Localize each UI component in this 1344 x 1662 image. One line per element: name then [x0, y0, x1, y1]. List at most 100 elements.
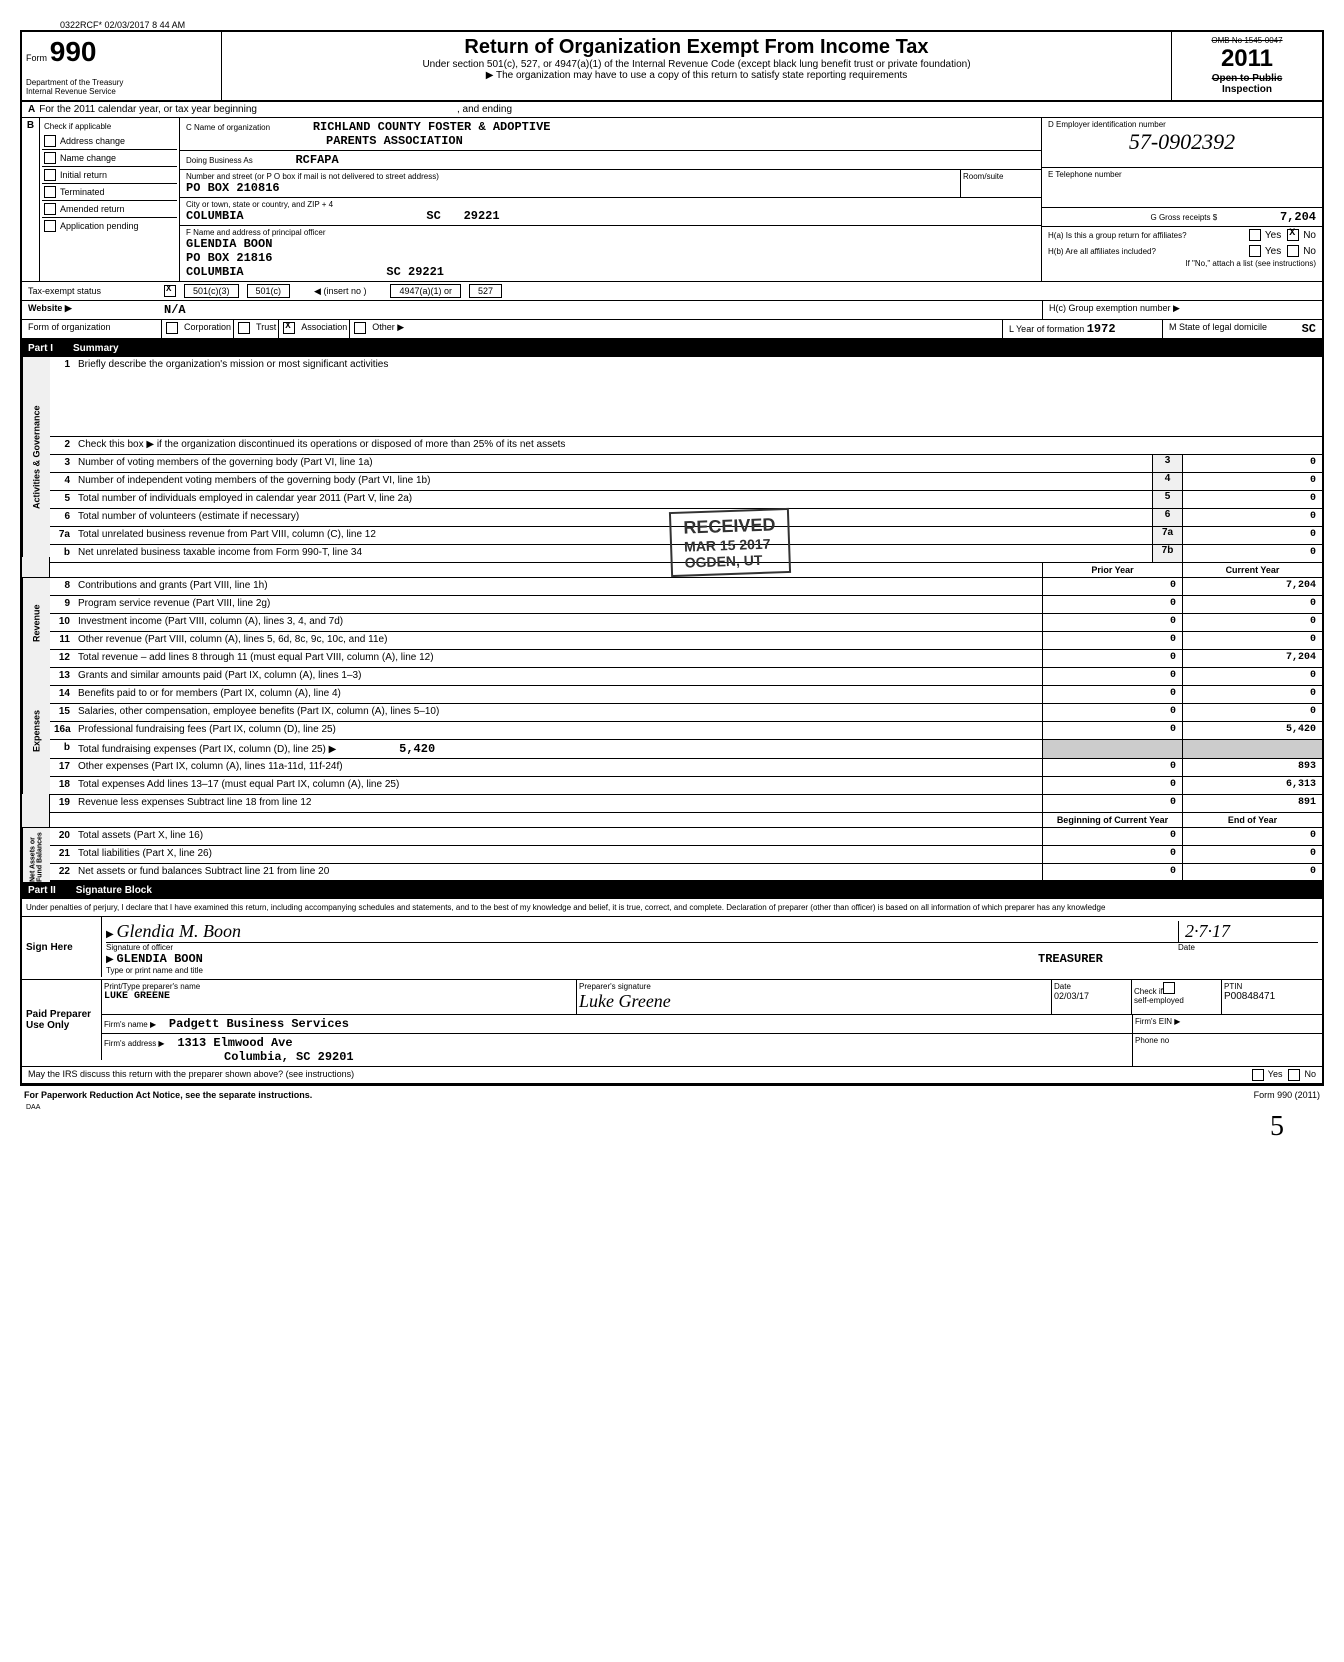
ptin-value: P00848471	[1224, 991, 1320, 1002]
paid-preparer-label: Paid Preparer Use Only	[22, 980, 102, 1060]
q19: Revenue less expenses Subtract line 18 f…	[74, 795, 1042, 812]
v3: 0	[1182, 455, 1322, 472]
part2-header: Part II Signature Block	[22, 882, 1322, 899]
balance-headers: Beginning of Current Year End of Year	[22, 813, 1322, 828]
col-c-label: C Name of organization	[186, 123, 270, 132]
p16a: 0	[1042, 722, 1182, 739]
website-value: N/A	[162, 301, 1042, 319]
q7a: Total unrelated business revenue from Pa…	[74, 527, 1152, 544]
q17: Other expenses (Part IX, column (A), lin…	[74, 759, 1042, 776]
daa: DAA	[20, 1104, 1324, 1111]
year-formation-label: L Year of formation	[1009, 324, 1084, 334]
fo-trust: Trust	[254, 320, 279, 338]
self-employed-check[interactable]	[1163, 982, 1175, 994]
q8: Contributions and grants (Part VIII, lin…	[74, 578, 1042, 595]
officer-state-zip: SC 29221	[386, 265, 444, 279]
c14: 0	[1182, 686, 1322, 703]
te-501c3: 501(c)(3)	[184, 284, 239, 298]
checkbox-address[interactable]: Address change	[42, 133, 177, 150]
fo-assoc: Association	[299, 320, 350, 338]
inspection: Inspection	[1176, 84, 1318, 95]
q22: Net assets or fund balances Subtract lin…	[74, 864, 1042, 880]
check-if-label: Check if applicable	[42, 120, 177, 133]
checkbox-pending[interactable]: Application pending	[42, 218, 177, 234]
sign-here-row: Sign Here ▶ Glendia M. Boon 2·7·17 Signa…	[22, 916, 1322, 980]
te-501c3-check[interactable]	[164, 285, 176, 297]
fo-assoc-check[interactable]	[283, 322, 295, 334]
q14: Benefits paid to or for members (Part IX…	[74, 686, 1042, 703]
q1: Briefly describe the organization's miss…	[74, 357, 1322, 436]
fo-trust-check[interactable]	[238, 322, 250, 334]
p15: 0	[1042, 704, 1182, 721]
v7b: 0	[1182, 545, 1322, 562]
part2-label: Part II	[28, 885, 56, 896]
org-name-2: PARENTS ASSOCIATION	[326, 134, 463, 148]
state-domicile: SC	[1302, 322, 1316, 336]
te-4947: 4947(a)(1) or	[390, 284, 461, 298]
part1-title: Summary	[73, 343, 119, 354]
checkbox-amended[interactable]: Amended return	[42, 201, 177, 218]
b21: 0	[1042, 846, 1182, 863]
ha-yes[interactable]	[1249, 229, 1261, 241]
subtitle-2: ▶ The organization may have to use a cop…	[226, 70, 1167, 81]
prep-name: LUKE GREENE	[104, 991, 574, 1002]
begin-year-header: Beginning of Current Year	[1042, 813, 1182, 827]
part2-title: Signature Block	[76, 885, 152, 896]
firm-addr-label: Firm's address ▶	[104, 1039, 165, 1048]
v7a: 0	[1182, 527, 1322, 544]
discuss-row: May the IRS discuss this return with the…	[22, 1067, 1322, 1084]
open-public: Open to Public	[1176, 73, 1318, 84]
checkbox-terminated[interactable]: Terminated	[42, 184, 177, 201]
form-org-row: Form of organization Corporation Trust A…	[22, 320, 1322, 340]
received-stamp: RECEIVED MAR 15 2017 OGDEN, UT	[669, 508, 791, 577]
firm-name: Padgett Business Services	[169, 1017, 349, 1031]
p12: 0	[1042, 650, 1182, 667]
prep-sig-label: Preparer's signature	[579, 982, 1049, 991]
gross-receipts: 7,204	[1280, 210, 1316, 224]
ha-label: H(a) Is this a group return for affiliat…	[1048, 231, 1249, 240]
prep-print-label: Print/Type preparer's name	[104, 982, 574, 991]
prep-date-label: Date	[1054, 982, 1129, 991]
side-cat-rev: Revenue	[22, 578, 50, 668]
hb-yes[interactable]	[1249, 245, 1261, 257]
self-employed: self-employed	[1134, 996, 1184, 1005]
form-org-label: Form of organization	[22, 320, 162, 338]
paid-preparer-row: Paid Preparer Use Only Print/Type prepar…	[22, 980, 1322, 1067]
v6: 0	[1182, 509, 1322, 526]
current-year-header: Current Year	[1182, 563, 1322, 577]
hb-no[interactable]	[1287, 245, 1299, 257]
ptin-label: PTIN	[1224, 982, 1320, 991]
declaration: Under penalties of perjury, I declare th…	[22, 899, 1322, 916]
c16a: 5,420	[1182, 722, 1322, 739]
c18: 6,313	[1182, 777, 1322, 794]
c8: 7,204	[1182, 578, 1322, 595]
q9: Program service revenue (Part VIII, line…	[74, 596, 1042, 613]
checkbox-initial[interactable]: Initial return	[42, 167, 177, 184]
type-name-label: Type or print name and title	[106, 966, 1318, 975]
firm-addr1: 1313 Elmwood Ave	[177, 1036, 292, 1050]
ha-no[interactable]	[1287, 229, 1299, 241]
fo-other: Other ▶	[370, 320, 1002, 338]
addr-value: PO BOX 210816	[186, 181, 954, 195]
side-cat-exp: Expenses	[22, 668, 50, 813]
v5: 0	[1182, 491, 1322, 508]
dba-value: RCFAPA	[295, 153, 338, 167]
c17: 893	[1182, 759, 1322, 776]
q20: Total assets (Part X, line 16)	[74, 828, 1042, 845]
dba-label: Doing Business As	[186, 156, 253, 165]
officer-typed-name: GLENDIA BOON	[116, 952, 202, 966]
discuss-yes[interactable]	[1252, 1069, 1264, 1081]
discuss-no[interactable]	[1288, 1069, 1300, 1081]
c11: 0	[1182, 632, 1322, 649]
officer-title: TREASURER	[1038, 952, 1318, 966]
officer-signature: Glendia M. Boon	[116, 921, 240, 941]
p9: 0	[1042, 596, 1182, 613]
col-b-label: B	[22, 118, 40, 281]
part1-header: Part I Summary	[22, 340, 1322, 357]
checkbox-name[interactable]: Name change	[42, 150, 177, 167]
te-527: 527	[469, 284, 502, 298]
fo-corp-check[interactable]	[166, 322, 178, 334]
fo-other-check[interactable]	[354, 322, 366, 334]
p17: 0	[1042, 759, 1182, 776]
side-cat-gov: Activities & Governance	[22, 357, 50, 563]
